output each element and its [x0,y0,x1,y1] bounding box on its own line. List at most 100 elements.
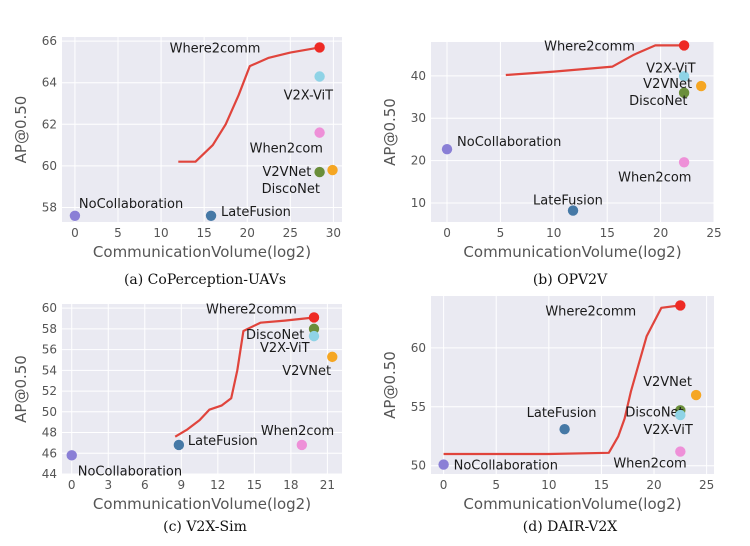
y-tick-label: 62 [42,117,57,131]
point-label-v2vnet: V2VNet [643,77,692,92]
y-tick-label: 64 [42,76,57,90]
y-tick-label: 60 [411,341,426,355]
point-disconet [678,87,690,99]
point-when2com [678,157,690,168]
point-label-nocollaboration: NoCollaboration [457,135,561,150]
where2comm-curve [505,44,685,77]
point-nocollaboration [66,450,77,461]
point-label-where2comm: Where2comm [544,39,635,54]
panel-caption: (a) CoPerception-UAVs [124,272,286,288]
y-tick-label: 56 [42,343,57,357]
point-label-v2vnet: V2VNet [263,165,312,180]
x-tick-label: 15 [197,226,212,240]
x-tick-label: 12 [210,478,225,492]
x-tick-label: 15 [600,226,615,240]
y-tick-label: 48 [42,426,57,440]
x-tick-label: 10 [153,226,168,240]
x-tick-label: 20 [240,226,255,240]
point-v2x-vit [678,71,690,82]
x-tick-label: 0 [71,226,79,240]
x-tick-label: 3 [104,478,112,492]
x-tick-label: 10 [546,226,561,240]
point-where2comm [675,300,686,311]
panel-caption: (d) DAIR-V2X [523,519,617,535]
y-tick-label: 58 [42,200,57,214]
x-tick-label: 0 [68,478,76,492]
point-label-latefusion: LateFusion [188,434,258,449]
point-label-disconet: DiscoNet [625,405,683,420]
y-tick-label: 50 [411,459,426,473]
y-tick-label: 50 [42,405,57,419]
where2comm-curve [443,304,681,456]
point-where2comm [308,312,320,323]
point-label-v2x-vit: V2X-ViT [284,88,334,103]
where2comm-curve [174,316,315,438]
point-label-v2vnet: V2VNet [282,364,331,379]
x-tick-label: 5 [497,226,505,240]
x-tick-label: 5 [114,226,122,240]
point-where2comm [314,42,325,53]
plot-area [62,37,342,222]
point-label-nocollaboration: NoCollaboration [454,459,558,474]
point-latefusion [173,439,185,451]
point-label-where2comm: Where2comm [170,41,261,56]
x-tick-label: 20 [646,478,661,492]
x-axis-label: CommunicationVolume(log2) [463,243,681,261]
panel-caption: (b) OPV2V [533,272,608,288]
plot-area [431,296,714,474]
point-label-nocollaboration: NoCollaboration [79,197,183,212]
point-label-latefusion: LateFusion [221,205,291,220]
y-tick-label: 52 [42,384,57,398]
point-v2vnet [327,351,338,363]
x-tick-label: 20 [653,226,668,240]
point-v2vnet [327,164,338,176]
x-axis-label: CommunicationVolume(log2) [463,495,681,513]
panel-c: 0 3 6 9 12 15 18 21 44 46 48 50 52 54 56 58 60 Communicat… [12,301,342,535]
panel-caption: (c) V2X-Sim [163,519,247,535]
point-latefusion [567,205,579,216]
y-axis-label: AP@0.50 [381,98,399,166]
point-label-when2com: When2com [613,457,686,472]
point-label-v2vnet: V2VNet [643,375,692,390]
y-tick-label: 58 [42,322,57,336]
plot-area [431,42,714,222]
point-nocollaboration [69,210,81,221]
x-tick-label: 0 [443,226,451,240]
point-nocollaboration [438,459,449,470]
point-label-where2comm: Where2comm [206,302,297,317]
point-label-latefusion: LateFusion [527,406,597,421]
x-tick-label: 9 [177,478,185,492]
y-tick-label: 10 [411,196,426,210]
y-axis-label: AP@0.50 [12,96,30,164]
panel-b: 0 5 10 15 20 25 10 20 30 40 CommunicationVolume(lo… [381,39,722,288]
x-tick-label: 30 [326,226,341,240]
x-tick-label: 0 [440,478,448,492]
point-latefusion [559,424,570,435]
y-tick-label: 20 [411,154,426,168]
point-label-disconet: DiscoNet [629,94,687,109]
x-tick-label: 21 [320,478,335,492]
point-label-where2comm: Where2comm [545,304,636,319]
x-tick-label: 15 [247,478,262,492]
x-tick-label: 15 [594,478,609,492]
point-label-nocollaboration: NoCollaboration [78,464,182,479]
y-tick-label: 60 [42,159,57,173]
where2comm-curve [178,46,320,163]
point-v2vnet [695,80,707,92]
point-label-when2com: When2com [250,142,323,157]
y-tick-label: 40 [411,69,426,83]
point-v2vnet [690,389,702,401]
point-label-when2com: When2com [618,170,691,185]
point-label-disconet: DiscoNet [246,328,304,343]
x-axis-label: CommunicationVolume(log2) [93,243,311,261]
point-label-disconet: DiscoNet [262,182,320,197]
panel-d: 0 5 10 15 20 25 50 55 60 CommunicationVolume(log2… [381,296,714,535]
point-v2x-vit [308,330,320,342]
point-nocollaboration [441,143,453,155]
y-tick-label: 54 [42,363,57,377]
x-axis-label: CommunicationVolume(log2) [93,495,311,513]
point-where2comm [678,40,690,51]
y-tick-label: 30 [411,111,426,125]
point-v2x-vit [314,71,325,82]
y-tick-label: 46 [42,446,57,460]
